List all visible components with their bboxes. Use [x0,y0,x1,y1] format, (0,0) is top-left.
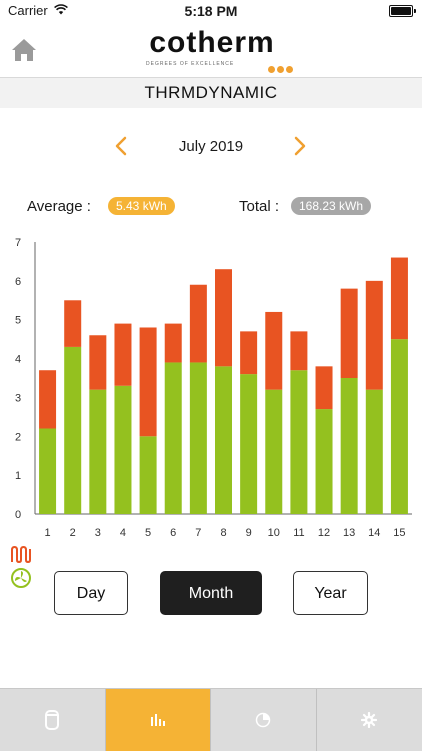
y-tick-label: 3 [15,392,21,404]
logo-dots [268,60,298,68]
bar-segment [165,324,182,363]
bar-segment [366,390,383,514]
bar-segment [165,362,182,514]
bar-segment [89,335,106,389]
bar-segment [140,327,157,436]
x-tick-label: 11 [293,527,304,539]
heat-pump-fan-icon [10,567,32,589]
y-tick-label: 7 [15,237,21,249]
logo-tagline: DEGREES OF EXCELLENCE [146,61,234,67]
bar-segment [39,370,56,428]
x-tick-label: 10 [268,527,280,539]
bar-segment [391,258,408,340]
bar-segment [39,429,56,514]
bar-segment [316,366,333,409]
gear-icon [361,712,377,728]
pie-chart-icon [255,712,271,728]
next-month-button[interactable] [287,133,313,159]
bar-segment [215,269,232,366]
x-tick-label: 15 [393,527,405,539]
x-tick-label: 7 [195,527,201,539]
status-bar: Carrier 5:18 PM [0,0,422,22]
x-tick-label: 12 [318,527,330,539]
bar-segment [64,347,81,514]
logo-text: cotherm [122,26,302,60]
bar-chart-icon [150,713,166,727]
x-tick-label: 14 [368,527,380,539]
y-tick-label: 2 [15,431,21,443]
y-tick-label: 5 [15,315,21,327]
total-label: Total : [239,198,279,215]
bar-segment [190,362,207,514]
x-tick-label: 4 [120,527,126,539]
tab-settings[interactable] [317,689,422,751]
bar-segment [290,370,307,514]
device-icon [45,710,59,730]
y-tick-label: 4 [15,354,21,366]
bar-segment [140,436,157,514]
x-tick-label: 9 [246,527,252,539]
x-tick-label: 1 [45,527,51,539]
y-tick-label: 0 [15,509,21,521]
y-tick-label: 1 [15,470,21,482]
y-tick-label: 6 [15,276,21,288]
tab-statistics[interactable] [106,689,212,751]
bar-segment [316,409,333,514]
bar-segment [89,390,106,514]
logo: cotherm DEGREES OF EXCELLENCE [122,30,302,70]
tab-distribution[interactable] [211,689,317,751]
bar-segment [265,312,282,390]
average-badge: 5.43 kWh [108,197,175,215]
x-tick-label: 8 [220,527,226,539]
nav-bar: cotherm DEGREES OF EXCELLENCE [0,22,422,78]
current-period-label: July 2019 [0,138,422,155]
bar-segment [240,331,257,374]
bar-segment [341,378,358,514]
average-label: Average : [27,198,91,215]
bar-segment [64,300,81,347]
month-button[interactable]: Month [160,571,262,615]
total-badge: 168.23 kWh [291,197,371,215]
x-tick-label: 5 [145,527,151,539]
year-button[interactable]: Year [293,571,368,615]
summary-row: Average : 5.43 kWh Total : 168.23 kWh [0,196,422,218]
bar-segment [366,281,383,390]
bar-segment [215,366,232,514]
legend [10,546,32,590]
heater-resistance-icon [10,546,32,564]
x-tick-label: 13 [343,527,355,539]
bar-segment [190,285,207,363]
bar-segment [114,324,131,386]
bar-segment [114,386,131,514]
home-button[interactable] [10,36,38,64]
x-tick-label: 3 [95,527,101,539]
month-navigator: July 2019 [0,132,422,162]
tab-device[interactable] [0,689,106,751]
bar-segment [341,289,358,378]
clock: 5:18 PM [0,3,422,19]
chevron-right-icon [287,133,313,159]
bar-segment [290,331,307,370]
x-tick-label: 6 [170,527,176,539]
section-title: THRMDYNAMIC [0,78,422,108]
battery-icon [389,5,413,17]
x-tick-label: 2 [70,527,76,539]
bar-segment [240,374,257,514]
bar-segment [265,390,282,514]
day-button[interactable]: Day [54,571,128,615]
tab-bar [0,688,422,751]
bar-segment [391,339,408,514]
home-icon [10,36,38,64]
